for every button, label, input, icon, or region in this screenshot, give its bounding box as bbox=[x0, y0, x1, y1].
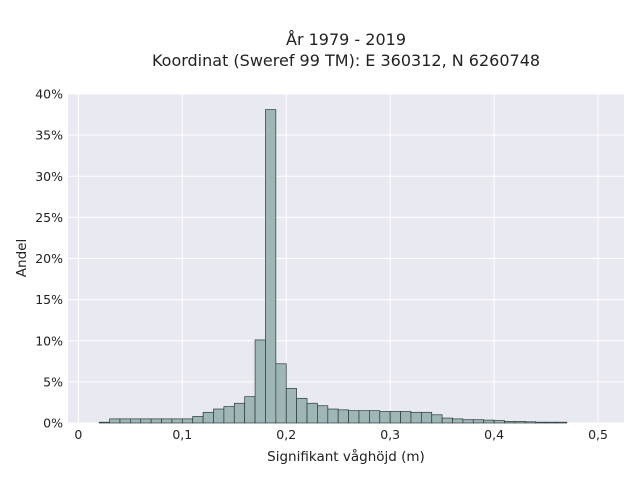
histogram-bar bbox=[265, 109, 277, 424]
histogram-bar bbox=[493, 420, 505, 424]
histogram-bar bbox=[109, 418, 121, 424]
histogram-bar bbox=[431, 414, 443, 424]
x-axis-label: Signifikant våghöjd (m) bbox=[267, 448, 425, 465]
grid-lines bbox=[68, 93, 624, 424]
histogram-bar bbox=[213, 408, 225, 424]
histogram-bar bbox=[181, 418, 194, 424]
histogram-bars bbox=[98, 109, 568, 424]
histogram-bar bbox=[161, 418, 173, 424]
x-tick-label: 0,5 bbox=[588, 427, 608, 442]
x-tick-label: 0,3 bbox=[380, 427, 400, 442]
chart-title: År 1979 - 2019 bbox=[286, 30, 406, 49]
histogram-bar bbox=[233, 402, 246, 424]
x-tick-label: 0,2 bbox=[276, 427, 296, 442]
histogram-bar bbox=[420, 411, 433, 424]
histogram-bar bbox=[462, 419, 474, 424]
y-axis-label: Andel bbox=[14, 239, 30, 277]
y-tick-label: 15% bbox=[35, 292, 63, 307]
x-tick-label: 0,4 bbox=[484, 427, 504, 442]
histogram-bar bbox=[410, 411, 422, 424]
histogram-bar bbox=[254, 339, 266, 424]
histogram-bar bbox=[275, 363, 287, 424]
histogram-bar bbox=[296, 397, 308, 424]
histogram-bar bbox=[98, 421, 110, 424]
y-tick-label: 0% bbox=[43, 416, 63, 431]
histogram-bar bbox=[119, 418, 131, 424]
histogram-bar bbox=[472, 419, 485, 424]
histogram-bar bbox=[524, 421, 537, 424]
histogram-bar bbox=[140, 418, 152, 424]
x-tick-label: 0,1 bbox=[172, 427, 192, 442]
histogram-bar bbox=[223, 406, 235, 424]
histogram-bar bbox=[545, 421, 557, 424]
histogram-bar bbox=[369, 410, 381, 424]
x-axis-ticks: 0 0,1 0,2 0,3 0,4 0,5 bbox=[74, 427, 608, 442]
histogram-bar bbox=[348, 410, 360, 424]
histogram-bar bbox=[556, 421, 568, 424]
histogram-bar bbox=[389, 411, 401, 424]
y-tick-label: 25% bbox=[35, 210, 63, 225]
x-tick-label: 0 bbox=[74, 427, 82, 442]
y-tick-label: 20% bbox=[35, 251, 63, 266]
histogram-bar bbox=[285, 388, 297, 424]
y-tick-label: 10% bbox=[35, 333, 63, 348]
y-tick-label: 5% bbox=[43, 374, 63, 389]
histogram-bar bbox=[150, 418, 162, 424]
y-tick-label: 35% bbox=[35, 128, 63, 143]
histogram-bar bbox=[306, 402, 318, 424]
histogram-bar bbox=[535, 421, 547, 424]
histogram-bar bbox=[514, 421, 526, 424]
histogram-bar bbox=[202, 411, 214, 424]
histogram-bar bbox=[400, 411, 412, 424]
y-tick-label: 40% bbox=[35, 87, 63, 102]
y-axis-ticks: 0% 5% 10% 15% 20% 25% 30% 35% 40% bbox=[35, 87, 63, 431]
histogram-bar bbox=[130, 418, 142, 424]
histogram-bar bbox=[504, 421, 516, 424]
chart-subtitle: Koordinat (Sweref 99 TM): E 360312, N 62… bbox=[152, 51, 540, 70]
histogram-bar bbox=[171, 418, 183, 424]
histogram-bar bbox=[317, 405, 329, 424]
histogram-bar bbox=[379, 411, 391, 424]
histogram-bar bbox=[441, 417, 453, 424]
histogram-bar bbox=[337, 409, 349, 424]
histogram-bar bbox=[244, 396, 256, 424]
y-tick-label: 30% bbox=[35, 169, 63, 184]
histogram-bar bbox=[358, 410, 370, 424]
histogram-bar bbox=[327, 408, 339, 424]
histogram-bar bbox=[452, 418, 464, 424]
histogram-bar bbox=[483, 419, 495, 424]
histogram-bar bbox=[192, 416, 204, 424]
